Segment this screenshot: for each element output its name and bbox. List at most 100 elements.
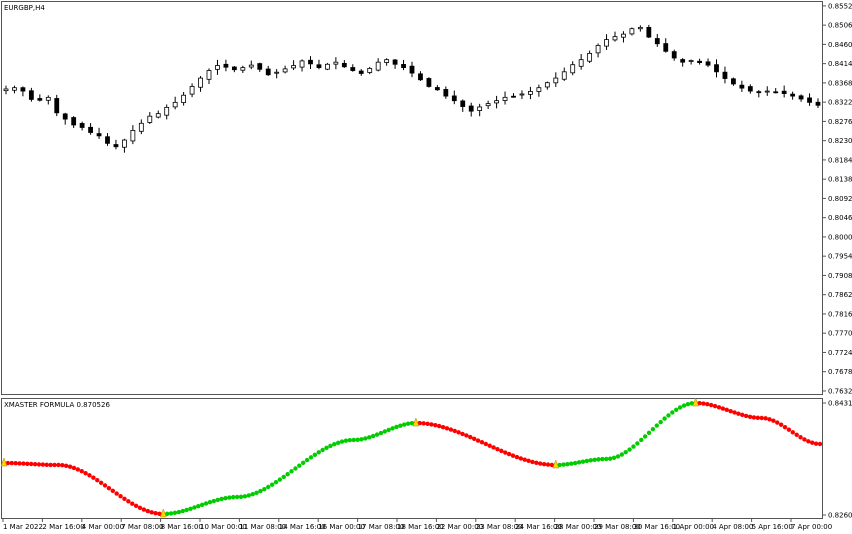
indicator-dot-down	[495, 447, 500, 452]
candle-body-bear	[316, 64, 322, 69]
indicator-dot-up	[192, 505, 197, 510]
price-tick-label: 0.80465	[828, 214, 852, 222]
candle	[147, 112, 153, 124]
indicator-dot-down	[720, 406, 726, 411]
candle-body-bull	[172, 101, 178, 108]
indicator-dot-up	[262, 486, 267, 492]
indicator-dot-up	[584, 458, 590, 464]
candle-body-bear	[646, 27, 652, 38]
indicator-dot-down	[724, 407, 729, 413]
candle-body-bull	[122, 139, 127, 148]
indicator-dot-down	[149, 510, 154, 515]
indicator-dot-up	[289, 469, 294, 474]
price-tick-label: 0.82305	[828, 137, 852, 145]
indicator-dot-up	[219, 496, 224, 502]
candle	[815, 98, 821, 109]
indicator-dot-down	[736, 411, 741, 416]
indicator-dot-up	[184, 507, 189, 513]
indicator-dot-down	[126, 499, 131, 504]
time-tick-label: 16 Mar 00:00	[318, 523, 365, 531]
candle-body-bear	[79, 123, 85, 128]
candle	[561, 67, 567, 81]
candle-body-bull	[274, 71, 280, 74]
indicator-dot-up	[234, 494, 240, 500]
indicator-dot-down	[40, 462, 46, 467]
indicator-dot-up	[242, 494, 248, 499]
candle-body-bull	[299, 60, 305, 68]
candle-body-bull	[578, 59, 584, 67]
candle-body-bear	[663, 43, 669, 52]
candle	[494, 95, 499, 109]
indicator-dot-down	[460, 431, 465, 437]
candle-body-bull	[629, 28, 635, 35]
candle	[536, 84, 542, 97]
candle-body-bear	[790, 93, 796, 97]
candle	[375, 58, 381, 72]
candles-group	[3, 24, 821, 153]
candle-body-bull	[198, 77, 203, 88]
candle-body-bear	[781, 90, 787, 94]
candle-body-bull	[367, 68, 373, 73]
indicator-dot-down	[775, 420, 780, 425]
indicator-dot-down	[141, 507, 147, 512]
indicator-dot-up	[611, 455, 617, 461]
indicator-dot-up	[223, 495, 228, 501]
price-tick-label: 0.77245	[828, 349, 852, 357]
candle-body-bear	[418, 73, 423, 81]
indicator-dot-up	[196, 503, 201, 509]
indicator-dot-down	[83, 470, 88, 476]
indicator-dot-down	[98, 480, 104, 485]
indicator-dot-down	[79, 468, 84, 474]
indicator-dot-up	[246, 493, 251, 498]
candle-body-bear	[815, 101, 821, 106]
indicator-dot-down	[771, 418, 776, 423]
candle-body-bear	[37, 98, 43, 101]
candle	[697, 58, 702, 65]
indicator-dot-up	[250, 492, 255, 497]
candle	[409, 61, 415, 78]
price-tick-label: 0.79085	[828, 272, 852, 280]
candle-body-bear	[747, 86, 753, 92]
candle-body-bear	[460, 100, 466, 107]
indicator-dot-down	[798, 435, 803, 440]
price-tick-label: 0.76785	[828, 368, 852, 376]
indicator-dot-up	[627, 447, 632, 452]
indicator-dot-down	[763, 416, 768, 421]
indicator-dot-down	[71, 465, 77, 471]
indicator-dot-up	[619, 452, 625, 457]
indicator-dot-up	[258, 488, 263, 494]
candle	[223, 59, 229, 72]
indicator-dot-down	[526, 458, 531, 464]
candle-body-bull	[215, 65, 220, 70]
candle-body-bear	[96, 133, 102, 137]
indicator-dot-up	[316, 450, 321, 455]
candle	[587, 50, 593, 63]
time-tick-label: 2 Mar 16:00	[42, 523, 84, 531]
indicator-dot-up	[561, 462, 566, 467]
candle	[418, 71, 423, 81]
indicator-dot-up	[409, 420, 415, 426]
indicator-dot-up	[273, 480, 279, 485]
candle-body-bull	[206, 70, 212, 80]
candle-body-bull	[384, 59, 390, 63]
candle-body-bull	[485, 103, 491, 107]
candle	[274, 69, 280, 79]
indicator-dot-up	[277, 477, 283, 482]
candle	[460, 99, 466, 112]
candle-body-bull	[375, 61, 381, 71]
price-tick-label: 0.81845	[828, 156, 852, 164]
indicator-dot-down	[740, 412, 745, 418]
indicator-dot-down	[102, 483, 108, 488]
candle	[553, 72, 559, 87]
indicator-dot-down	[522, 457, 527, 462]
time-tick-label: 7 Apr 00:00	[791, 523, 832, 531]
indicator-dot-down	[437, 423, 442, 429]
candle-body-bear	[350, 67, 356, 71]
indicator-dot-down	[5, 460, 11, 466]
candle	[367, 66, 373, 75]
time-tick-label: 11 Mar 08:00	[239, 523, 286, 531]
candle	[206, 68, 212, 85]
time-tick-label: 14 Mar 16:00	[279, 523, 326, 531]
indicator-dot-up	[382, 429, 387, 434]
indicator-dot-down	[503, 450, 508, 455]
